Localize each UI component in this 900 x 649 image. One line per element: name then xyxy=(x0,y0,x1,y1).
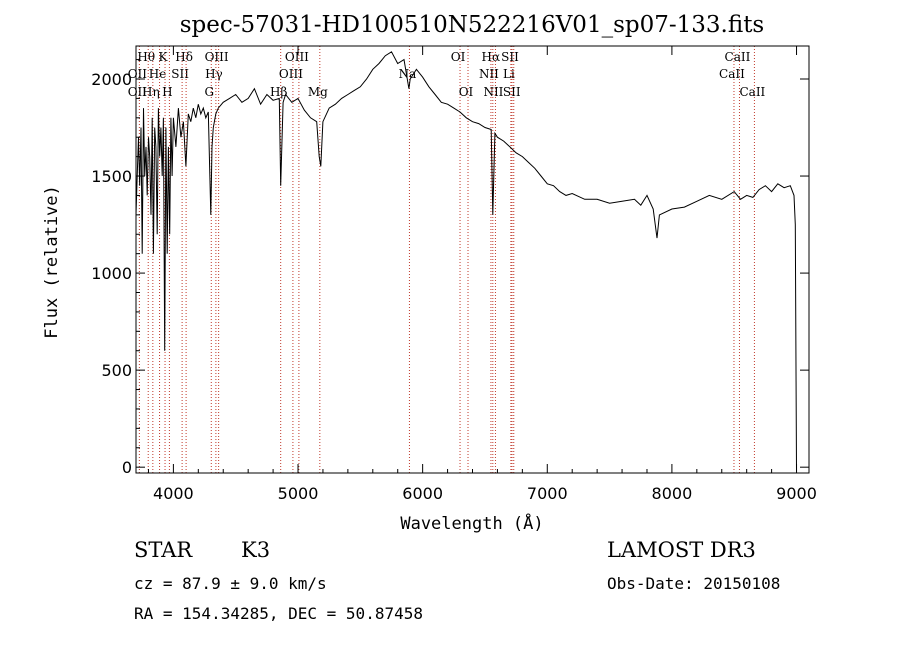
line-marker-label: Na xyxy=(399,67,417,81)
obs-date-text: Obs-Date: 20150108 xyxy=(607,574,781,593)
y-tick-label: 500 xyxy=(101,361,132,380)
line-marker-label: OIII xyxy=(205,50,229,64)
line-marker-label: NII xyxy=(479,67,499,81)
line-marker-label: Hδ xyxy=(175,50,193,64)
object-subclass: K3 xyxy=(241,538,271,562)
line-marker-label: NII xyxy=(483,85,503,99)
line-marker-label: SII xyxy=(503,85,521,99)
y-tick-label: 1000 xyxy=(91,264,132,283)
line-marker-label: CaII xyxy=(739,85,765,99)
line-marker-label: OII xyxy=(128,85,148,99)
y-tick-label: 0 xyxy=(122,458,132,477)
line-marker-label: Hθ xyxy=(137,50,155,64)
line-marker-label: OIII xyxy=(279,67,303,81)
line-marker-label: CaII xyxy=(719,67,745,81)
line-marker-label: CaII xyxy=(725,50,751,64)
x-tick-label: 7000 xyxy=(527,484,568,503)
line-marker-label: Li xyxy=(503,67,515,81)
x-tick-label: 9000 xyxy=(776,484,817,503)
y-axis-label: Flux (relative) xyxy=(42,185,62,339)
line-marker-label: Hβ xyxy=(270,85,287,99)
plot-frame xyxy=(135,45,810,474)
line-marker-label: OI xyxy=(451,50,466,64)
line-marker-label: OIII xyxy=(285,50,309,64)
line-marker-label: Hγ xyxy=(205,67,223,81)
plot-series xyxy=(135,51,797,472)
line-marker-label: SII xyxy=(501,50,519,64)
line-marker-label: He xyxy=(149,67,167,81)
line-marker-label: G xyxy=(204,85,214,99)
y-tick-label: 1500 xyxy=(91,167,132,186)
object-class: STAR xyxy=(134,538,193,562)
line-marker-label: K xyxy=(159,50,169,64)
chart-title: spec-57031-HD100510N522216V01_sp07-133.f… xyxy=(180,12,765,38)
y-tick-label: 2000 xyxy=(91,70,132,89)
line-marker-label: Mg xyxy=(308,85,328,99)
line-marker-label: OI xyxy=(459,85,474,99)
survey-label: LAMOST DR3 xyxy=(607,538,756,562)
line-marker-label: H xyxy=(162,85,172,99)
line-markers: OII OII Hθ Hη He K H SII Hδ G Hγ OIII Hβ OIII OIII Mg Na… xyxy=(128,46,766,473)
line-marker-label: Hη xyxy=(142,85,160,99)
x-tick-label: 4000 xyxy=(153,484,194,503)
spectrum-line-0 xyxy=(135,51,797,472)
x-tick-label: 8000 xyxy=(652,484,693,503)
x-axis-label: Wavelength (Å) xyxy=(400,512,543,534)
line-marker-label: SII xyxy=(171,67,189,81)
redshift-text: cz = 87.9 ± 9.0 km/s xyxy=(134,574,327,593)
x-tick-label: 5000 xyxy=(278,484,319,503)
coordinates-text: RA = 154.34285, DEC = 50.87458 xyxy=(134,604,423,623)
axis-ticks: 4000 5000 6000 7000 8000 9000 0 500 1000 1500 2000 xyxy=(91,46,817,503)
line-marker-label: OII xyxy=(128,67,148,81)
line-marker-label: Hα xyxy=(482,50,501,64)
x-tick-label: 6000 xyxy=(402,484,443,503)
